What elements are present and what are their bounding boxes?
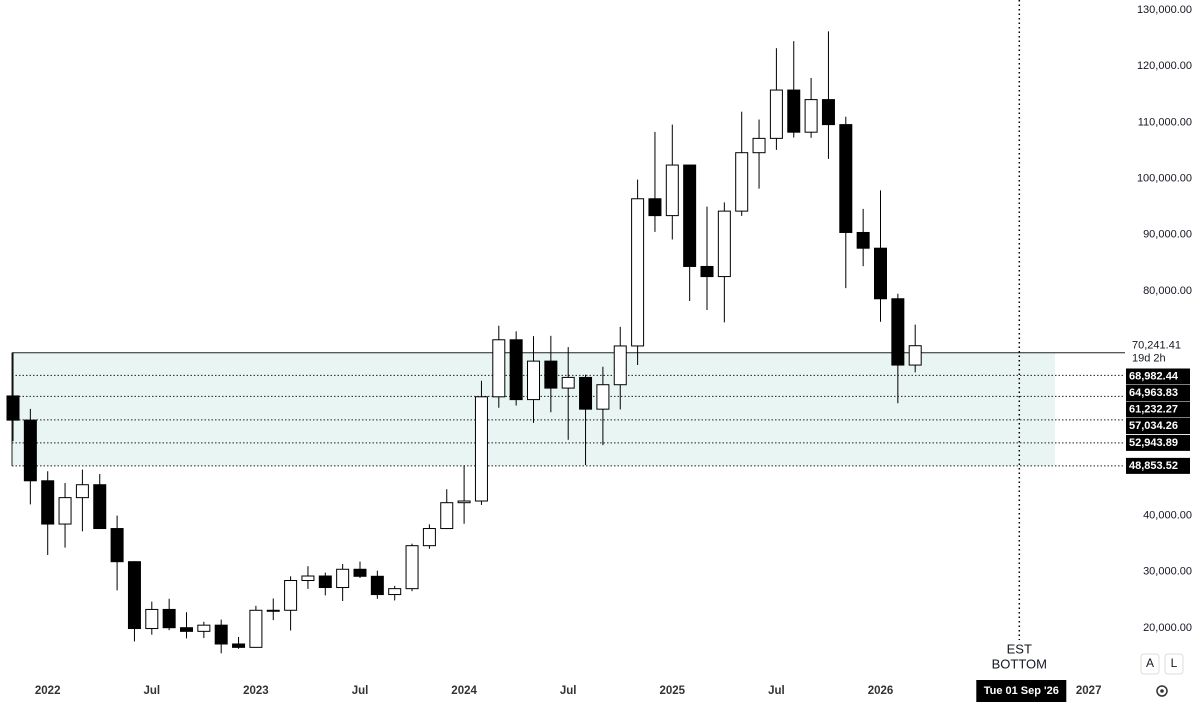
y-tick-label: 80,000.00 [1143, 285, 1192, 297]
x-tick-label: 2024 [451, 685, 477, 697]
candle-body [561, 376, 575, 389]
candle-body [318, 575, 332, 589]
candle-body [596, 384, 610, 410]
candle-body [908, 345, 922, 366]
candle-body [648, 198, 662, 217]
marker-date-box [976, 680, 1067, 702]
marker-date: Tue 01 Sep '26 [984, 685, 1059, 697]
level-label-box [1126, 401, 1190, 418]
candle-body [457, 500, 471, 504]
candle-body [735, 152, 749, 212]
candle-body [301, 575, 315, 582]
candle-body [180, 627, 193, 632]
auto-scale-button[interactable]: A [1146, 656, 1154, 670]
x-tick-label: Jul [560, 685, 577, 697]
candle-body [197, 624, 211, 632]
candle-body [683, 164, 697, 267]
candle-body [613, 345, 627, 386]
candle-body [93, 484, 107, 530]
button-frame[interactable] [1164, 653, 1184, 675]
candle-body [388, 588, 402, 596]
candle-body [891, 298, 905, 366]
level-label-box [1126, 368, 1190, 385]
countdown-label: 19d 2h [1132, 353, 1166, 365]
candle-body [127, 561, 141, 630]
candle-body [249, 609, 263, 648]
candle-body [422, 528, 436, 547]
candle-body [336, 568, 350, 589]
candle-body [214, 624, 228, 645]
marker-annotation: EST [1007, 641, 1032, 656]
level-label-box [1126, 385, 1190, 401]
y-tick-label: 130,000.00 [1137, 4, 1192, 16]
candle-body [58, 497, 72, 525]
candle-body [509, 339, 523, 401]
x-tick-label: Jul [352, 685, 369, 697]
y-tick-label: 20,000.00 [1143, 622, 1192, 634]
y-tick-label: 40,000.00 [1143, 510, 1192, 522]
candle-body [492, 339, 506, 398]
candle-body [23, 419, 37, 482]
x-tick-label: Jul [768, 685, 785, 697]
level-label: 52,943.89 [1129, 437, 1178, 449]
candle-body [284, 580, 298, 611]
x-tick-label: 2022 [35, 685, 61, 697]
marker-annotation: BOTTOM [992, 656, 1047, 671]
level-label: 48,853.52 [1129, 460, 1178, 472]
candle-body [579, 376, 593, 410]
y-tick-label: 30,000.00 [1143, 566, 1192, 578]
settings-button[interactable] [1156, 685, 1168, 697]
level-label: 64,963.83 [1129, 387, 1178, 399]
level-label-box [1126, 457, 1190, 474]
candle-body [162, 608, 176, 629]
candle-body [145, 608, 159, 630]
candle-body [353, 568, 367, 577]
button-frame[interactable] [1140, 653, 1160, 675]
candle-body [474, 396, 488, 502]
y-tick-label: 90,000.00 [1143, 229, 1192, 241]
toolbar: A L [1140, 653, 1184, 697]
candle-body [370, 575, 384, 596]
current-price-label: 70,241.41 [1132, 340, 1181, 352]
candle-body [405, 545, 419, 590]
level-label: 57,034.26 [1129, 420, 1178, 432]
candle-body [787, 89, 801, 133]
level-label-box [1126, 434, 1190, 451]
x-tick-label: 2026 [868, 685, 894, 697]
y-tick-label: 120,000.00 [1137, 60, 1192, 72]
candle-body [752, 137, 766, 154]
candle-body [839, 124, 853, 233]
settings-icon-dot [1160, 689, 1164, 693]
candle-body [874, 247, 887, 300]
candle-body [769, 89, 783, 139]
candle-body [717, 210, 731, 278]
candle-body [110, 528, 124, 563]
candle-body [804, 99, 818, 133]
candle-body [6, 395, 20, 421]
level-label-box [1126, 418, 1190, 434]
log-scale-button[interactable]: L [1171, 656, 1178, 670]
candle-body [665, 164, 679, 217]
candle-body [232, 643, 246, 648]
candle-body [631, 198, 645, 347]
candle-body [700, 265, 714, 278]
level-label: 61,232.27 [1129, 403, 1178, 415]
level-label: 68,982.44 [1129, 370, 1179, 382]
candle-body [821, 99, 835, 126]
x-tick-label: 2027 [1076, 685, 1102, 697]
candle-body [544, 360, 558, 389]
candle-body [41, 480, 55, 525]
candle-body [527, 360, 540, 401]
candle-body [75, 484, 89, 499]
candle-body [856, 231, 870, 249]
y-tick-label: 100,000.00 [1137, 172, 1192, 184]
x-tick-label: Jul [143, 685, 160, 697]
x-tick-label: 2025 [660, 685, 686, 697]
y-tick-label: 110,000.00 [1138, 116, 1192, 128]
candle-body [440, 502, 454, 530]
x-tick-label: 2023 [243, 685, 269, 697]
candle-body [266, 609, 280, 612]
